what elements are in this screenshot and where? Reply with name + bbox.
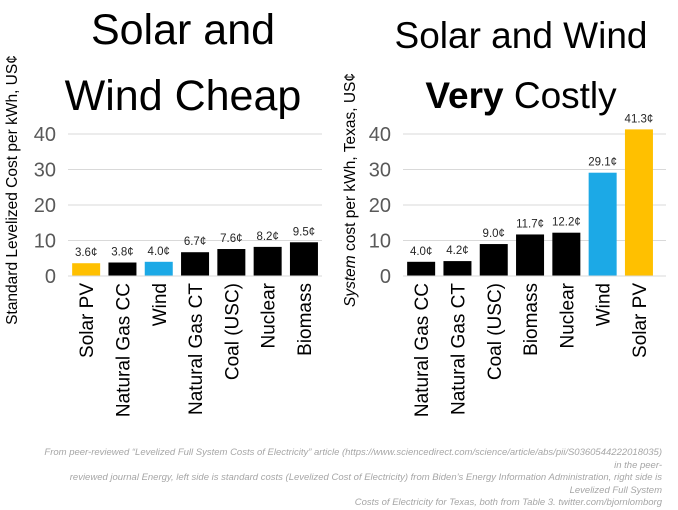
- charts-canvas: Solar and Wind Cheap Solar and Wind Very…: [4, 6, 666, 417]
- right-category-label: Solar PV: [630, 283, 651, 358]
- right-data-label: 12.2¢: [552, 217, 581, 229]
- right-data-label: 11.7¢: [516, 218, 544, 230]
- right-bar: [516, 234, 545, 276]
- left-y-tick-label: 40: [34, 124, 56, 146]
- left-data-label: 3.6¢: [75, 247, 97, 259]
- left-title-line1: Solar and: [91, 6, 275, 54]
- right-category-label: Biomass: [521, 283, 542, 356]
- left-data-label: 3.8¢: [111, 247, 133, 259]
- right-title-rest: Costly: [504, 75, 618, 116]
- left-bar: [108, 262, 137, 276]
- right-bar: [407, 261, 436, 276]
- left-category-label: Natural Gas CT: [186, 283, 207, 415]
- right-y-tick-label: 10: [369, 231, 391, 253]
- left-category-label: Biomass: [295, 283, 316, 356]
- right-data-label: 4.0¢: [410, 246, 432, 258]
- left-data-label: 9.5¢: [293, 226, 315, 238]
- right-bar: [443, 261, 472, 276]
- left-y-tick-label: 10: [34, 231, 56, 253]
- right-category-label: Wind: [594, 283, 615, 326]
- right-y-tick-label: 40: [369, 124, 391, 146]
- left-category-label: Nuclear: [259, 282, 280, 348]
- right-bar: [479, 244, 508, 276]
- left-y-tick-label: 30: [34, 160, 56, 182]
- right-y-axis-label-italic: System: [342, 255, 359, 307]
- left-title-line2: Wind Cheap: [65, 72, 302, 120]
- left-bar: [217, 249, 246, 276]
- right-title-bold: Very: [425, 75, 504, 116]
- source-footnote: From peer-reviewed “Levelized Full Syste…: [40, 447, 662, 510]
- right-y-tick-label: 20: [369, 195, 391, 217]
- left-y-tick-label: 20: [34, 195, 56, 217]
- right-category-label: Nuclear: [557, 282, 578, 348]
- right-chart: 0 10 20 30 40 4.0¢ Natural Gas CC 4.2¢ Natural G…: [369, 113, 666, 417]
- left-bar: [289, 242, 318, 276]
- left-bar: [181, 252, 210, 276]
- footnote-line-1: From peer-reviewed “Levelized Full Syste…: [44, 447, 662, 471]
- footnote-line-3: Costs of Electricity for Texas, both fro…: [354, 497, 662, 508]
- footnote-line-2: reviewed journal Energy, left side is st…: [69, 472, 662, 496]
- left-y-axis-label: Standard Levelized Cost per kWh, US¢: [4, 55, 21, 325]
- left-chart: 0 10 20 30 40 3.6¢ Solar PV 3.8¢ Natural Gas CC 4…: [34, 124, 322, 417]
- left-data-label: 4.0¢: [148, 246, 170, 258]
- right-category-label: Coal (USC): [485, 283, 506, 380]
- right-title-line1: Solar and Wind: [395, 15, 648, 56]
- left-category-label: Wind: [150, 283, 171, 326]
- right-data-label: 9.0¢: [483, 228, 505, 240]
- right-y-axis-label-rest: cost per kWh, Texas, US¢: [342, 73, 359, 255]
- right-bar: [552, 232, 581, 276]
- left-bar: [72, 263, 101, 276]
- right-data-label: 29.1¢: [588, 157, 617, 169]
- left-y-tick-label: 0: [45, 266, 56, 288]
- right-bar: [588, 172, 617, 276]
- right-category-label: Natural Gas CT: [448, 283, 469, 415]
- right-data-label: 41.3¢: [625, 113, 654, 125]
- left-data-label: 8.2¢: [256, 231, 278, 243]
- left-data-label: 7.6¢: [220, 233, 242, 245]
- left-category-label: Coal (USC): [222, 283, 243, 380]
- left-data-label: 6.7¢: [184, 236, 206, 248]
- left-bar: [253, 246, 282, 276]
- right-y-tick-label: 0: [380, 266, 391, 288]
- right-bar: [624, 129, 653, 276]
- right-data-label: 4.2¢: [446, 245, 468, 257]
- right-y-axis-label: System cost per kWh, Texas, US¢: [342, 73, 359, 307]
- left-category-label: Natural Gas CC: [113, 283, 134, 417]
- right-y-tick-label: 30: [369, 160, 391, 182]
- left-bar: [144, 261, 173, 276]
- right-category-label: Natural Gas CC: [412, 283, 433, 417]
- left-category-label: Solar PV: [77, 283, 98, 358]
- right-title-line2: Very Costly: [425, 75, 617, 116]
